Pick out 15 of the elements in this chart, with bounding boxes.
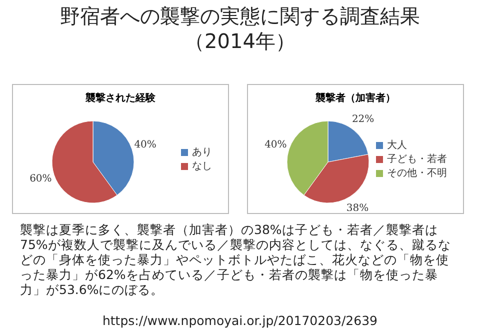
text: 野宿者への襲撃の実態に関する調査結果（2014年）: [59, 4, 421, 54]
data-label: 22%: [352, 114, 374, 126]
legend-label: あり: [192, 147, 212, 158]
legend-label: 大人: [387, 140, 407, 151]
legend-label: 子ども・若者: [387, 154, 447, 165]
text: https://www.npomoyai.or.jp/20170203/2639: [101, 313, 378, 328]
legend-label: その他・不明: [387, 168, 447, 179]
data-label: 60%: [30, 173, 52, 184]
chart-title: 襲撃者（加害者）: [314, 91, 396, 105]
text: 襲撃は夏季に多く、襲撃者（加害者）の38%は子ども・若者／襲撃者は75%が複数人で襲撃に及んでいる／襲撃の内容としては、なぐる、蹴るなどの「身体を使った暴力」やペットボトルやたばこ、花火などの「物を使った暴力」が62%を占めている／子ども・若者の襲撃は「物を使った暴力」が53.6%にのぼる。: [20, 222, 452, 297]
legend-label: なし: [192, 161, 212, 172]
data-label: 40%: [134, 140, 156, 151]
chart-title: 襲撃された経験: [84, 91, 156, 105]
data-label: 40%: [264, 140, 287, 151]
data-label: 38%: [346, 202, 369, 214]
